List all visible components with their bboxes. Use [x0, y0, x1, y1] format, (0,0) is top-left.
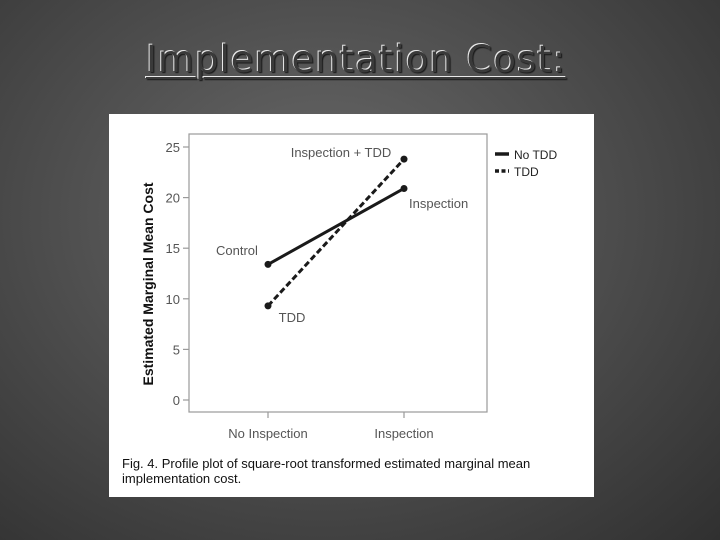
data-point	[400, 155, 408, 163]
y-tick-label: 10	[166, 292, 180, 307]
legend-entry: TDD	[514, 165, 539, 179]
y-tick-label: 5	[173, 342, 180, 357]
y-tick-label: 25	[166, 140, 180, 155]
annotation-label: TDD	[279, 310, 306, 325]
figure-panel: Estimated Marginal Mean Cost 0 5 10 15 20 25 N…	[109, 114, 594, 497]
profile-plot: Estimated Marginal Mean Cost 0 5 10 15 20 25 N…	[140, 133, 557, 441]
y-axis-label: Estimated Marginal Mean Cost	[140, 182, 156, 385]
data-point	[264, 302, 272, 310]
x-tick-label: Inspection	[374, 426, 433, 441]
legend-entry: No TDD	[514, 148, 557, 162]
series-line-tdd	[266, 158, 406, 307]
figure-caption: Fig. 4. Profile plot of square-root tran…	[122, 456, 531, 486]
annotation-label: Inspection + TDD	[291, 145, 392, 160]
y-tick-label: 15	[166, 241, 180, 256]
y-tick-label: 0	[173, 393, 180, 408]
slide-title: Implementation Cost:	[146, 38, 567, 81]
data-point	[264, 260, 272, 268]
data-point	[400, 184, 408, 192]
x-tick-label: No Inspection	[228, 426, 308, 441]
y-tick-label: 20	[166, 191, 180, 206]
annotation-label: Inspection	[409, 196, 468, 211]
plot-frame	[188, 133, 488, 413]
annotation-label: Control	[216, 243, 258, 258]
series-line-no-tdd	[267, 187, 405, 266]
